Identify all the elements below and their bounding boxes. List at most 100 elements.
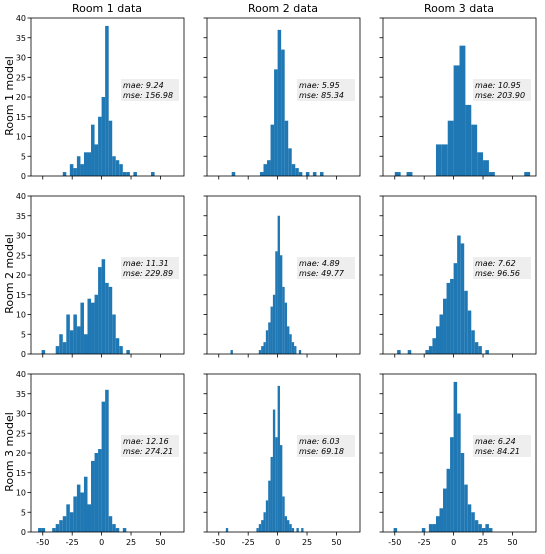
histogram-bar — [435, 516, 440, 532]
x-tick-label: 25 — [478, 538, 488, 547]
histogram-bar — [393, 528, 398, 532]
histogram-bar — [265, 330, 269, 354]
histogram-bar — [291, 164, 296, 176]
histogram-bar — [425, 350, 429, 354]
histogram-bar — [453, 65, 460, 176]
histogram-bar — [282, 286, 285, 354]
histogram-bar — [108, 286, 113, 354]
histogram-bar — [52, 528, 56, 532]
histogram-bar — [76, 484, 81, 532]
mse-label: mse: 229.89 — [123, 269, 173, 278]
histogram-bar — [465, 104, 472, 176]
histogram-bar — [98, 116, 102, 176]
histogram-bar — [272, 294, 276, 354]
y-tick-label: 40 — [16, 370, 26, 379]
histogram-bar — [274, 69, 278, 176]
histogram-bar — [467, 504, 472, 532]
x-tick-label: -25 — [242, 538, 255, 547]
y-tick-label: 30 — [16, 54, 26, 63]
histogram-bar — [450, 278, 454, 354]
x-tick-label: 0 — [275, 538, 280, 547]
histogram-bar — [91, 460, 95, 532]
histogram-bar — [439, 508, 444, 532]
histogram-bar — [80, 164, 84, 176]
histogram-bar — [80, 492, 84, 532]
histogram-bar — [101, 401, 106, 532]
histogram-bar — [446, 468, 451, 532]
histogram-bar — [295, 168, 299, 176]
histogram-bar — [443, 488, 447, 532]
panel-r3-c1: 0 5 10 15 20 25 30 35 40 -50 -25 0 25 50 mae: 12.16mse… — [16, 370, 185, 547]
x-tick-label: 50 — [331, 538, 341, 547]
histogram-bar — [87, 298, 92, 354]
histogram-bar — [267, 160, 271, 176]
histogram-bar — [447, 120, 454, 176]
histogram-bar — [87, 504, 92, 532]
mse-label: mse: 69.18 — [299, 447, 344, 456]
histogram-bar — [126, 172, 130, 176]
mae-label: mae: 6.03 — [299, 437, 340, 446]
histogram-bar — [105, 389, 109, 532]
x-tick-label: 0 — [99, 538, 104, 547]
histogram-bar — [298, 350, 302, 354]
mae-label: mae: 7.62 — [475, 259, 516, 268]
histogram-bar — [453, 381, 458, 532]
histogram-bar — [471, 330, 475, 354]
x-tick-label: 0 — [451, 538, 456, 547]
histogram-bar — [474, 342, 479, 354]
mae-label: mae: 12.16 — [123, 437, 169, 446]
histogram-bar — [457, 235, 461, 354]
histogram-bar — [94, 144, 99, 176]
histogram-bar — [453, 263, 458, 354]
y-tick-label: 10 — [16, 133, 26, 142]
histogram-bar — [312, 172, 317, 176]
histogram-bar — [457, 413, 461, 532]
histogram-bar — [263, 512, 266, 532]
x-tick-label: 25 — [302, 538, 312, 547]
histogram-bar — [66, 504, 70, 532]
histogram-bar — [432, 524, 436, 532]
mse-label: mse: 85.34 — [299, 91, 344, 100]
y-tick-label: 35 — [16, 34, 26, 43]
histogram-bar — [319, 172, 324, 176]
y-tick-label: 35 — [16, 212, 26, 221]
histogram-bar — [55, 524, 60, 532]
histogram-bar — [421, 528, 426, 532]
histogram-bar — [133, 172, 137, 176]
histogram-bar — [524, 172, 531, 176]
histogram-bar — [41, 528, 46, 532]
histogram-bar — [98, 267, 102, 354]
histogram-bar — [69, 512, 74, 532]
metrics-box — [473, 435, 531, 457]
mae-label: mae: 11.31 — [123, 259, 169, 268]
histogram-bar — [101, 259, 106, 354]
y-tick-label: 20 — [16, 271, 26, 280]
histogram-bar — [91, 124, 95, 176]
histogram-bar — [477, 152, 484, 176]
histogram-bar — [277, 29, 282, 176]
y-tick-label: 0 — [21, 350, 26, 359]
histogram-bar — [59, 334, 63, 354]
histogram-bar — [108, 516, 113, 532]
histogram-bar — [406, 172, 413, 176]
histogram-bar — [488, 172, 495, 176]
histogram-bar — [119, 346, 123, 354]
histogram-bar — [435, 144, 442, 176]
histogram-bar — [460, 243, 465, 354]
mse-label: mse: 49.77 — [299, 269, 345, 278]
histogram-bar — [256, 528, 259, 532]
histogram-bar — [83, 476, 88, 532]
metrics-box — [121, 257, 179, 279]
histogram-bar — [73, 168, 77, 176]
histogram-bar — [441, 144, 448, 176]
y-tick-label: 0 — [21, 528, 26, 537]
y-tick-label: 5 — [21, 508, 26, 517]
y-tick-label: 35 — [16, 390, 26, 399]
histogram-bar — [62, 516, 67, 532]
x-tick-label: 25 — [126, 538, 136, 547]
row-label-room-1-model: Room 1 model — [3, 56, 16, 136]
histogram-bar — [435, 326, 440, 354]
